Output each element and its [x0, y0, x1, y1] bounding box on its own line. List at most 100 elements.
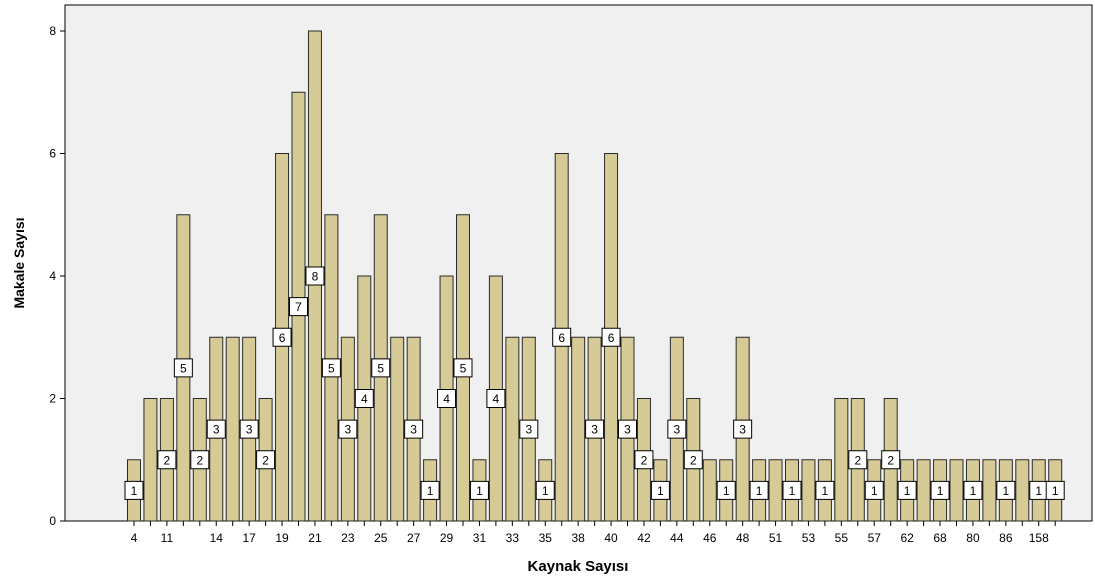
bar: [982, 459, 997, 522]
y-tick-label: 4: [49, 269, 56, 283]
data-label-box: [848, 450, 868, 470]
x-tick-label: 42: [637, 531, 651, 545]
data-label: 1: [871, 484, 878, 498]
data-label: 4: [493, 392, 500, 406]
data-label-box: [552, 327, 572, 347]
data-label: 6: [279, 331, 286, 345]
data-label-box: [519, 419, 539, 439]
x-tick-label: 38: [571, 531, 585, 545]
bar: [1015, 459, 1030, 522]
data-label-box: [486, 389, 506, 408]
data-label-box: [667, 419, 687, 439]
data-label-box: [157, 450, 177, 470]
data-label: 3: [525, 423, 532, 437]
x-tick-label: 4: [131, 531, 138, 545]
data-label-box: [453, 358, 473, 378]
bar: [801, 459, 816, 522]
data-label: 1: [1003, 484, 1010, 498]
data-label-box: [239, 419, 259, 439]
data-label: 2: [854, 453, 861, 467]
data-label-box: [733, 419, 753, 439]
x-tick-label: 19: [275, 531, 289, 545]
bar: [505, 336, 520, 522]
data-label-box: [321, 358, 341, 378]
y-tick-label: 0: [49, 514, 56, 528]
data-label: 3: [624, 423, 631, 437]
data-label-box: [601, 327, 621, 347]
data-label: 3: [213, 423, 220, 437]
data-label-box: [338, 419, 358, 439]
data-label: 1: [542, 484, 549, 498]
data-label: 5: [460, 361, 467, 375]
x-tick-label: 53: [802, 531, 816, 545]
x-tick-label: 48: [736, 531, 750, 545]
data-label: 4: [443, 392, 450, 406]
y-tick-label: 8: [49, 24, 56, 38]
x-axis-title: Kaynak Sayısı: [528, 558, 629, 575]
bars-group: [127, 30, 1063, 522]
data-label-box: [618, 419, 637, 439]
x-tick-label: 17: [242, 531, 256, 545]
bar: [702, 459, 717, 522]
data-label-box: [272, 327, 292, 347]
data-label: 1: [1052, 484, 1059, 498]
data-label: 1: [1035, 484, 1042, 498]
y-tick-label: 2: [49, 392, 56, 406]
data-label-box: [749, 480, 769, 500]
x-tick-label: 86: [999, 531, 1013, 545]
data-label-box: [881, 450, 901, 470]
x-tick-label: 21: [308, 531, 322, 545]
data-label: 3: [410, 423, 417, 437]
data-label: 1: [131, 484, 138, 498]
data-label: 2: [887, 453, 894, 467]
data-label-box: [173, 358, 193, 378]
data-label-box: [124, 480, 144, 500]
data-label: 1: [657, 484, 664, 498]
data-label: 5: [180, 361, 187, 375]
data-label: 2: [641, 453, 648, 467]
data-label: 6: [608, 331, 615, 345]
bar: [390, 336, 405, 522]
x-tick-label: 35: [539, 531, 553, 545]
data-label: 5: [377, 361, 384, 375]
x-tick-label: 29: [440, 531, 454, 545]
data-label-box: [585, 419, 605, 439]
x-tick-label: 23: [341, 531, 355, 545]
bar: [768, 459, 783, 522]
data-label: 1: [756, 484, 763, 498]
x-tick-label: 51: [769, 531, 783, 545]
data-label: 4: [361, 392, 368, 406]
data-label: 1: [723, 484, 730, 498]
x-tick-label: 62: [900, 531, 914, 545]
data-label: 1: [427, 484, 434, 498]
data-label: 3: [674, 423, 681, 437]
data-label: 2: [196, 453, 203, 467]
data-label-box: [864, 480, 884, 500]
data-label-box: [190, 450, 210, 470]
data-label-box: [782, 480, 802, 500]
data-label-box: [815, 480, 835, 500]
data-label-box: [897, 480, 917, 500]
bar: [949, 459, 964, 522]
x-tick-label: 80: [966, 531, 980, 545]
data-label-box: [683, 450, 703, 470]
data-label-box: [963, 480, 983, 500]
y-axis-title: Makale Sayısı: [11, 217, 27, 308]
data-label-box: [716, 480, 736, 500]
data-label-box: [404, 419, 424, 439]
x-tick-label: 46: [703, 531, 717, 545]
x-axis: 4 11 14 17 19 21 23 25 27 29 31 33 35 38 40 42 44 46 48 51 5…: [131, 521, 1056, 545]
data-label: 1: [937, 484, 944, 498]
data-label-box: [305, 266, 325, 286]
data-label-box: [1045, 480, 1065, 500]
x-tick-label: 33: [506, 531, 520, 545]
data-label: 1: [789, 484, 796, 498]
x-tick-label: 158: [1029, 531, 1049, 545]
x-tick-label: 57: [868, 531, 882, 545]
x-tick-label: 44: [670, 531, 684, 545]
data-label-box: [371, 358, 391, 378]
data-label-box: [289, 297, 308, 317]
data-label: 3: [345, 423, 352, 437]
